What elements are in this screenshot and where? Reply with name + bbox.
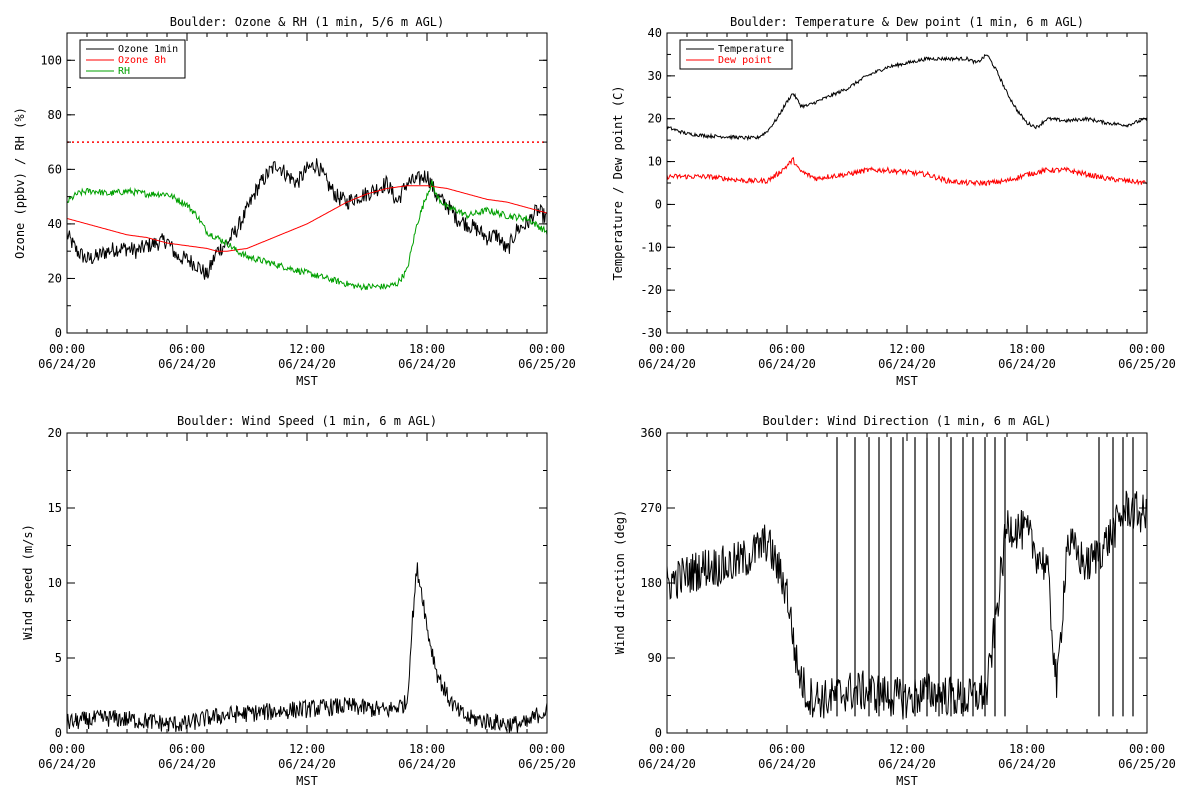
series-line-ozone-8h bbox=[66, 185, 548, 252]
plot-frame bbox=[66, 432, 548, 734]
x-tick-label-time: 18:00 bbox=[409, 742, 445, 756]
x-tick-label-date: 06/24/20 bbox=[38, 357, 96, 371]
y-tick-label: 15 bbox=[48, 501, 62, 515]
y-tick-label: 5 bbox=[55, 651, 62, 665]
x-tick-label-time: 00:00 bbox=[1129, 342, 1165, 356]
x-tick-label-date: 06/24/20 bbox=[398, 357, 456, 371]
x-tick-label-date: 06/24/20 bbox=[398, 757, 456, 771]
series-line-temperature bbox=[666, 53, 1148, 142]
x-tick-label-time: 06:00 bbox=[769, 342, 805, 356]
y-tick-label: 90 bbox=[648, 651, 662, 665]
x-tick-label-time: 12:00 bbox=[289, 342, 325, 356]
x-tick-label-date: 06/24/20 bbox=[878, 757, 936, 771]
y-axis-label: Wind speed (m/s) bbox=[21, 524, 35, 640]
y-axis-label: Temperature / Dew point (C) bbox=[611, 85, 625, 280]
x-tick-label-date: 06/24/20 bbox=[998, 757, 1056, 771]
y-tick-label: -20 bbox=[640, 283, 662, 297]
y-tick-label: 180 bbox=[640, 576, 662, 590]
x-tick-label-date: 06/24/20 bbox=[278, 757, 336, 771]
y-tick-label: 20 bbox=[648, 112, 662, 126]
x-tick-label-date: 06/24/20 bbox=[758, 357, 816, 371]
x-tick-label-date: 06/24/20 bbox=[278, 357, 336, 371]
x-tick-label-time: 00:00 bbox=[49, 742, 85, 756]
panel-temperature-dewpoint: Boulder: Temperature & Dew point (1 min,… bbox=[611, 15, 1176, 388]
x-tick-label-date: 06/24/20 bbox=[38, 757, 96, 771]
x-tick-label-time: 18:00 bbox=[1009, 742, 1045, 756]
legend: Ozone 1min Ozone 8h RH bbox=[79, 39, 186, 79]
plot-frame bbox=[666, 32, 1148, 334]
y-tick-label: 10 bbox=[48, 576, 62, 590]
x-tick-label-time: 00:00 bbox=[649, 342, 685, 356]
y-tick-label: 270 bbox=[640, 501, 662, 515]
panel-wind-speed: Boulder: Wind Speed (1 min, 6 m AGL) Win… bbox=[21, 414, 576, 788]
x-tick-label-time: 06:00 bbox=[169, 342, 205, 356]
series-line-ozone-1min bbox=[66, 158, 548, 280]
y-tick-label: 0 bbox=[55, 326, 62, 340]
x-tick-label-time: 06:00 bbox=[769, 742, 805, 756]
legend-label-dew-point: Dew point bbox=[718, 55, 772, 66]
x-axis-label: MST bbox=[896, 374, 918, 388]
series-line-data bbox=[66, 562, 548, 733]
series-line-rh bbox=[66, 180, 548, 291]
legend-label-temperature: Temperature bbox=[718, 44, 784, 55]
x-tick-label-time: 00:00 bbox=[1129, 742, 1165, 756]
x-tick-label-time: 12:00 bbox=[889, 742, 925, 756]
x-tick-label-time: 00:00 bbox=[49, 342, 85, 356]
y-tick-label: 20 bbox=[48, 426, 62, 440]
x-tick-label-time: 18:00 bbox=[1009, 342, 1045, 356]
y-tick-label: 30 bbox=[648, 69, 662, 83]
y-tick-label: 360 bbox=[640, 426, 662, 440]
chart-title: Boulder: Wind Direction (1 min, 6 m AGL) bbox=[763, 414, 1052, 428]
y-axis-label: Ozone (ppbv) / RH (%) bbox=[13, 107, 27, 259]
x-tick-label-date: 06/25/20 bbox=[518, 357, 576, 371]
x-tick-label-time: 12:00 bbox=[289, 742, 325, 756]
x-tick-label-date: 06/24/20 bbox=[878, 357, 936, 371]
x-tick-label-time: 06:00 bbox=[169, 742, 205, 756]
y-tick-label: 10 bbox=[648, 155, 662, 169]
legend-label-ozone-1min: Ozone 1min bbox=[118, 44, 178, 55]
y-tick-label: -10 bbox=[640, 240, 662, 254]
legend-label-ozone-8h: Ozone 8h bbox=[118, 55, 166, 66]
x-tick-label-time: 12:00 bbox=[889, 342, 925, 356]
x-axis-label: MST bbox=[296, 374, 318, 388]
legend: Temperature Dew point bbox=[679, 39, 793, 70]
x-tick-label-date: 06/24/20 bbox=[158, 357, 216, 371]
x-tick-label-time: 00:00 bbox=[649, 742, 685, 756]
x-tick-label-date: 06/24/20 bbox=[998, 357, 1056, 371]
x-tick-label-date: 06/24/20 bbox=[638, 757, 696, 771]
x-tick-label-date: 06/25/20 bbox=[1118, 757, 1176, 771]
x-tick-label-date: 06/25/20 bbox=[1118, 357, 1176, 371]
x-tick-label-time: 00:00 bbox=[529, 742, 565, 756]
y-tick-label: 60 bbox=[48, 162, 62, 176]
x-tick-label-time: 18:00 bbox=[409, 342, 445, 356]
legend-label-rh: RH bbox=[118, 66, 130, 77]
y-tick-label: 40 bbox=[648, 26, 662, 40]
x-tick-label-date: 06/25/20 bbox=[518, 757, 576, 771]
x-axis-label: MST bbox=[296, 774, 318, 788]
x-axis-label: MST bbox=[896, 774, 918, 788]
y-tick-label: 0 bbox=[655, 197, 662, 211]
y-tick-label: 0 bbox=[55, 726, 62, 740]
series-line-data bbox=[666, 490, 1148, 720]
chart-title: Boulder: Wind Speed (1 min, 6 m AGL) bbox=[177, 414, 437, 428]
series-line-dew-point bbox=[666, 157, 1148, 187]
x-tick-label-time: 00:00 bbox=[529, 342, 565, 356]
y-tick-label: 20 bbox=[48, 271, 62, 285]
chart-title: Boulder: Temperature & Dew point (1 min,… bbox=[730, 15, 1084, 29]
chart-title: Boulder: Ozone & RH (1 min, 5/6 m AGL) bbox=[170, 15, 445, 29]
x-tick-label-date: 06/24/20 bbox=[638, 357, 696, 371]
y-axis-label: Wind direction (deg) bbox=[613, 510, 627, 655]
y-tick-label: 80 bbox=[48, 108, 62, 122]
y-tick-label: 40 bbox=[48, 217, 62, 231]
y-tick-label: -30 bbox=[640, 326, 662, 340]
y-tick-label: 100 bbox=[40, 53, 62, 67]
panel-wind-direction: Boulder: Wind Direction (1 min, 6 m AGL)… bbox=[613, 414, 1176, 788]
y-tick-label: 0 bbox=[655, 726, 662, 740]
x-tick-label-date: 06/24/20 bbox=[758, 757, 816, 771]
panel-ozone-rh: Boulder: Ozone & RH (1 min, 5/6 m AGL) O… bbox=[13, 15, 576, 388]
plot-frame bbox=[666, 432, 1148, 734]
x-tick-label-date: 06/24/20 bbox=[158, 757, 216, 771]
